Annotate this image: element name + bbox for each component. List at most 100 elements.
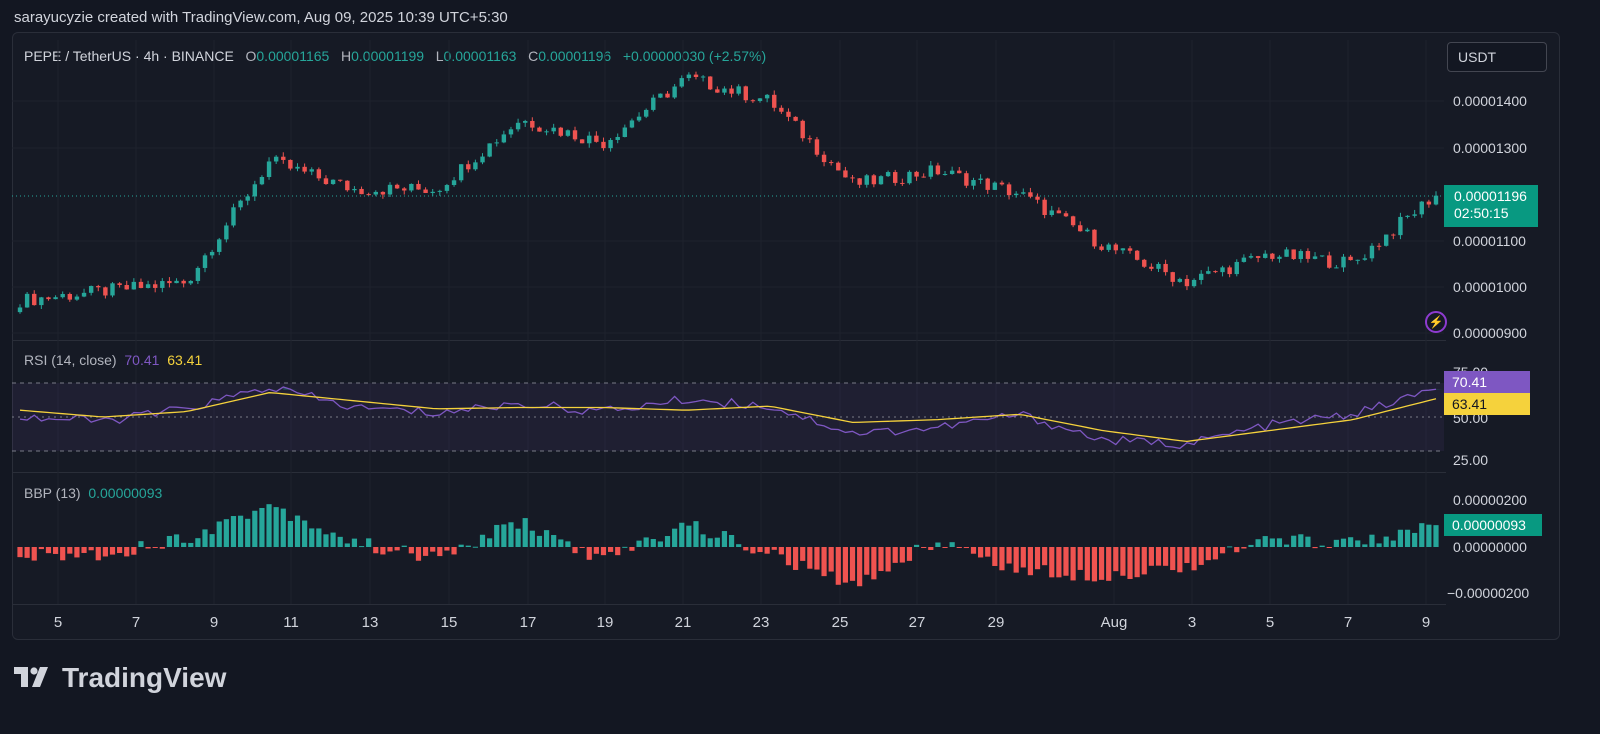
- bbp-bar: [607, 547, 614, 552]
- bbp-bar: [1397, 529, 1404, 547]
- candle-body: [821, 154, 827, 163]
- bbp-title[interactable]: BBP (13): [24, 485, 81, 501]
- lightning-icon[interactable]: ⚡: [1425, 311, 1447, 333]
- candle-body: [828, 162, 834, 164]
- candle-body: [1369, 245, 1375, 259]
- bbp-bar: [1091, 547, 1098, 582]
- bbp-bar: [1426, 524, 1432, 547]
- candle-body: [124, 285, 129, 290]
- bbp-bar: [1255, 539, 1261, 547]
- bbp-bar: [408, 547, 414, 554]
- bbp-axis-label: 0.00000000: [1453, 539, 1527, 555]
- ohlc-legend: PEPE / TetherUS · 4h · BINANCE O0.000011…: [24, 48, 766, 64]
- candle-body: [1348, 256, 1353, 261]
- time-axis-label: 11: [283, 614, 299, 631]
- grid-lines: [12, 40, 1444, 604]
- candle-body: [907, 171, 912, 184]
- bbp-bar: [323, 534, 329, 547]
- bbp-bar: [778, 547, 784, 555]
- bbp-bar: [330, 532, 336, 547]
- candle-body: [1120, 248, 1126, 251]
- bbp-bar: [273, 507, 279, 547]
- bbp-bar: [985, 547, 991, 557]
- bbp-bar: [202, 529, 208, 547]
- candle-body: [60, 294, 65, 298]
- bbp-bar: [693, 521, 699, 547]
- bbp-bars: [17, 504, 1439, 587]
- bbp-bar: [1020, 547, 1026, 568]
- bbp-bar: [1319, 545, 1325, 547]
- candle-body: [700, 76, 706, 78]
- bbp-bar: [736, 544, 742, 547]
- bbp-bar: [885, 547, 891, 572]
- price-axis-label: 0.00001300: [1453, 140, 1527, 156]
- bbp-bar: [373, 547, 379, 554]
- rsi-line: [19, 386, 1437, 450]
- bbp-bar: [1134, 547, 1140, 578]
- bbp-bar: [643, 537, 649, 547]
- bbp-bar: [835, 547, 841, 585]
- bbp-bar: [857, 547, 863, 587]
- bbp-bar: [216, 521, 222, 547]
- candle-body: [167, 281, 172, 284]
- panel-separator[interactable]: [12, 340, 1446, 341]
- candle-body: [885, 172, 891, 177]
- bbp-bar: [437, 547, 443, 557]
- bbp-bar: [764, 547, 770, 554]
- candle-body: [515, 122, 521, 130]
- rsi-title[interactable]: RSI (14, close): [24, 352, 117, 368]
- bbp-bar: [1148, 547, 1154, 566]
- bbp-bar: [472, 546, 478, 548]
- bbp-bar: [921, 547, 927, 548]
- time-axis-label: 19: [596, 614, 614, 631]
- time-axis-label: 9: [1421, 614, 1431, 631]
- candle-body: [1241, 257, 1247, 262]
- bbp-bar: [1184, 547, 1190, 564]
- bbp-legend: BBP (13) 0.00000093: [24, 485, 162, 501]
- bbp-bar: [949, 542, 955, 547]
- candle-body: [1127, 248, 1133, 251]
- candle-body: [466, 164, 471, 170]
- candle-body: [1006, 184, 1012, 196]
- brand-name: TradingView: [62, 662, 227, 693]
- candle-body: [1049, 210, 1054, 215]
- candle-body: [316, 169, 322, 179]
- candle-body: [24, 293, 30, 308]
- bbp-bar: [1070, 547, 1076, 581]
- candle-body: [451, 180, 457, 186]
- candle-body: [836, 162, 841, 171]
- time-axis-label: 5: [53, 614, 63, 631]
- candle-body: [1142, 259, 1147, 267]
- candle-body: [1113, 244, 1118, 251]
- bbp-bar: [814, 547, 820, 570]
- bbp-bar: [1390, 540, 1396, 547]
- panel-separator[interactable]: [12, 472, 1446, 473]
- currency-button[interactable]: USDT: [1447, 42, 1547, 72]
- candle-body: [1341, 256, 1346, 268]
- candle-body: [1405, 215, 1410, 217]
- open-label: O: [245, 48, 257, 64]
- candle-body: [672, 86, 677, 98]
- bbp-bar: [864, 547, 870, 575]
- bbp-bar: [1291, 535, 1297, 547]
- bbp-bar: [1326, 547, 1332, 548]
- bbp-bar: [479, 534, 486, 547]
- bbp-bar: [565, 541, 571, 547]
- candle-body: [174, 280, 179, 284]
- bbp-bar: [615, 547, 621, 556]
- bbp-bar: [1333, 539, 1339, 547]
- bbp-bar: [387, 547, 393, 552]
- candle-body: [1021, 192, 1026, 194]
- candle-body: [1277, 256, 1282, 259]
- candle-body: [81, 292, 87, 297]
- candle-body: [643, 109, 649, 117]
- candle-body: [1412, 214, 1417, 216]
- candle-body: [800, 120, 805, 139]
- candle-body: [266, 161, 272, 178]
- candle-body: [32, 293, 37, 306]
- bbp-bar: [430, 547, 436, 552]
- candle-body: [615, 136, 620, 140]
- symbol-name[interactable]: PEPE / TetherUS · 4h · BINANCE: [24, 48, 234, 64]
- bbp-bar: [166, 535, 173, 547]
